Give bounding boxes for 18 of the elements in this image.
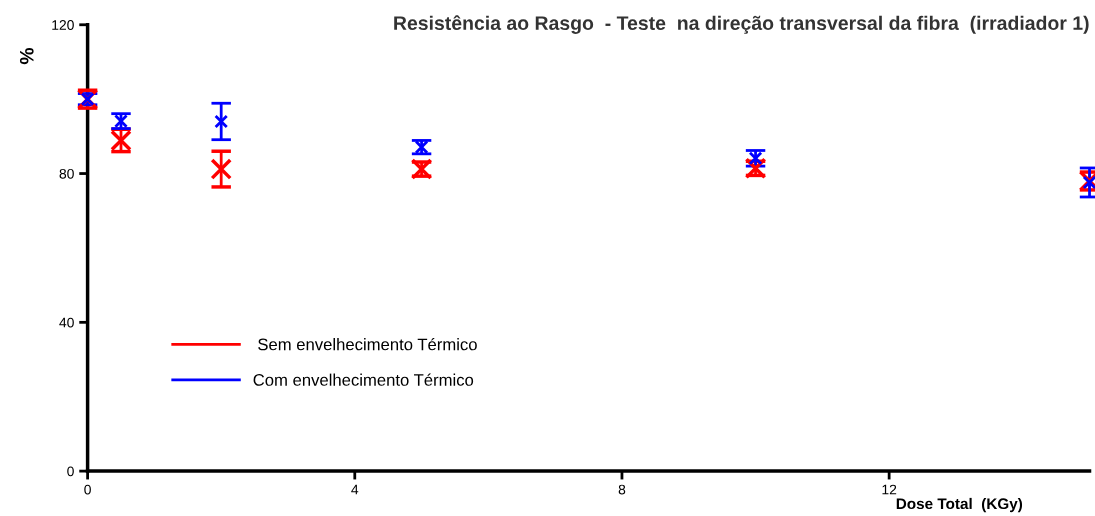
x-tick-label: 4 xyxy=(351,484,359,495)
point xyxy=(748,151,763,166)
x-tick-label: 8 xyxy=(618,484,626,495)
y-tick-label: 40 xyxy=(59,317,74,328)
point xyxy=(210,158,232,180)
point xyxy=(414,140,429,155)
y-axis-title: % xyxy=(19,47,34,65)
x-tick-label: 12 xyxy=(882,484,897,495)
x-axis-title: Dose Total (KGy) xyxy=(896,497,1023,513)
chart-title: Resistência ao Rasgo - Teste na direção transversal da fibra (irradiador 1) xyxy=(394,15,1089,34)
x-tick-label: 0 xyxy=(84,484,91,495)
y-tick-label: 0 xyxy=(67,466,74,477)
legend-label: Com envelhecimento Térmico xyxy=(253,373,474,386)
y-tick-label: 80 xyxy=(59,168,74,179)
legend-label: Sem envelhecimento Térmico xyxy=(258,337,477,351)
point xyxy=(214,114,229,129)
point xyxy=(114,114,128,129)
y-tick-label: 120 xyxy=(52,20,74,30)
